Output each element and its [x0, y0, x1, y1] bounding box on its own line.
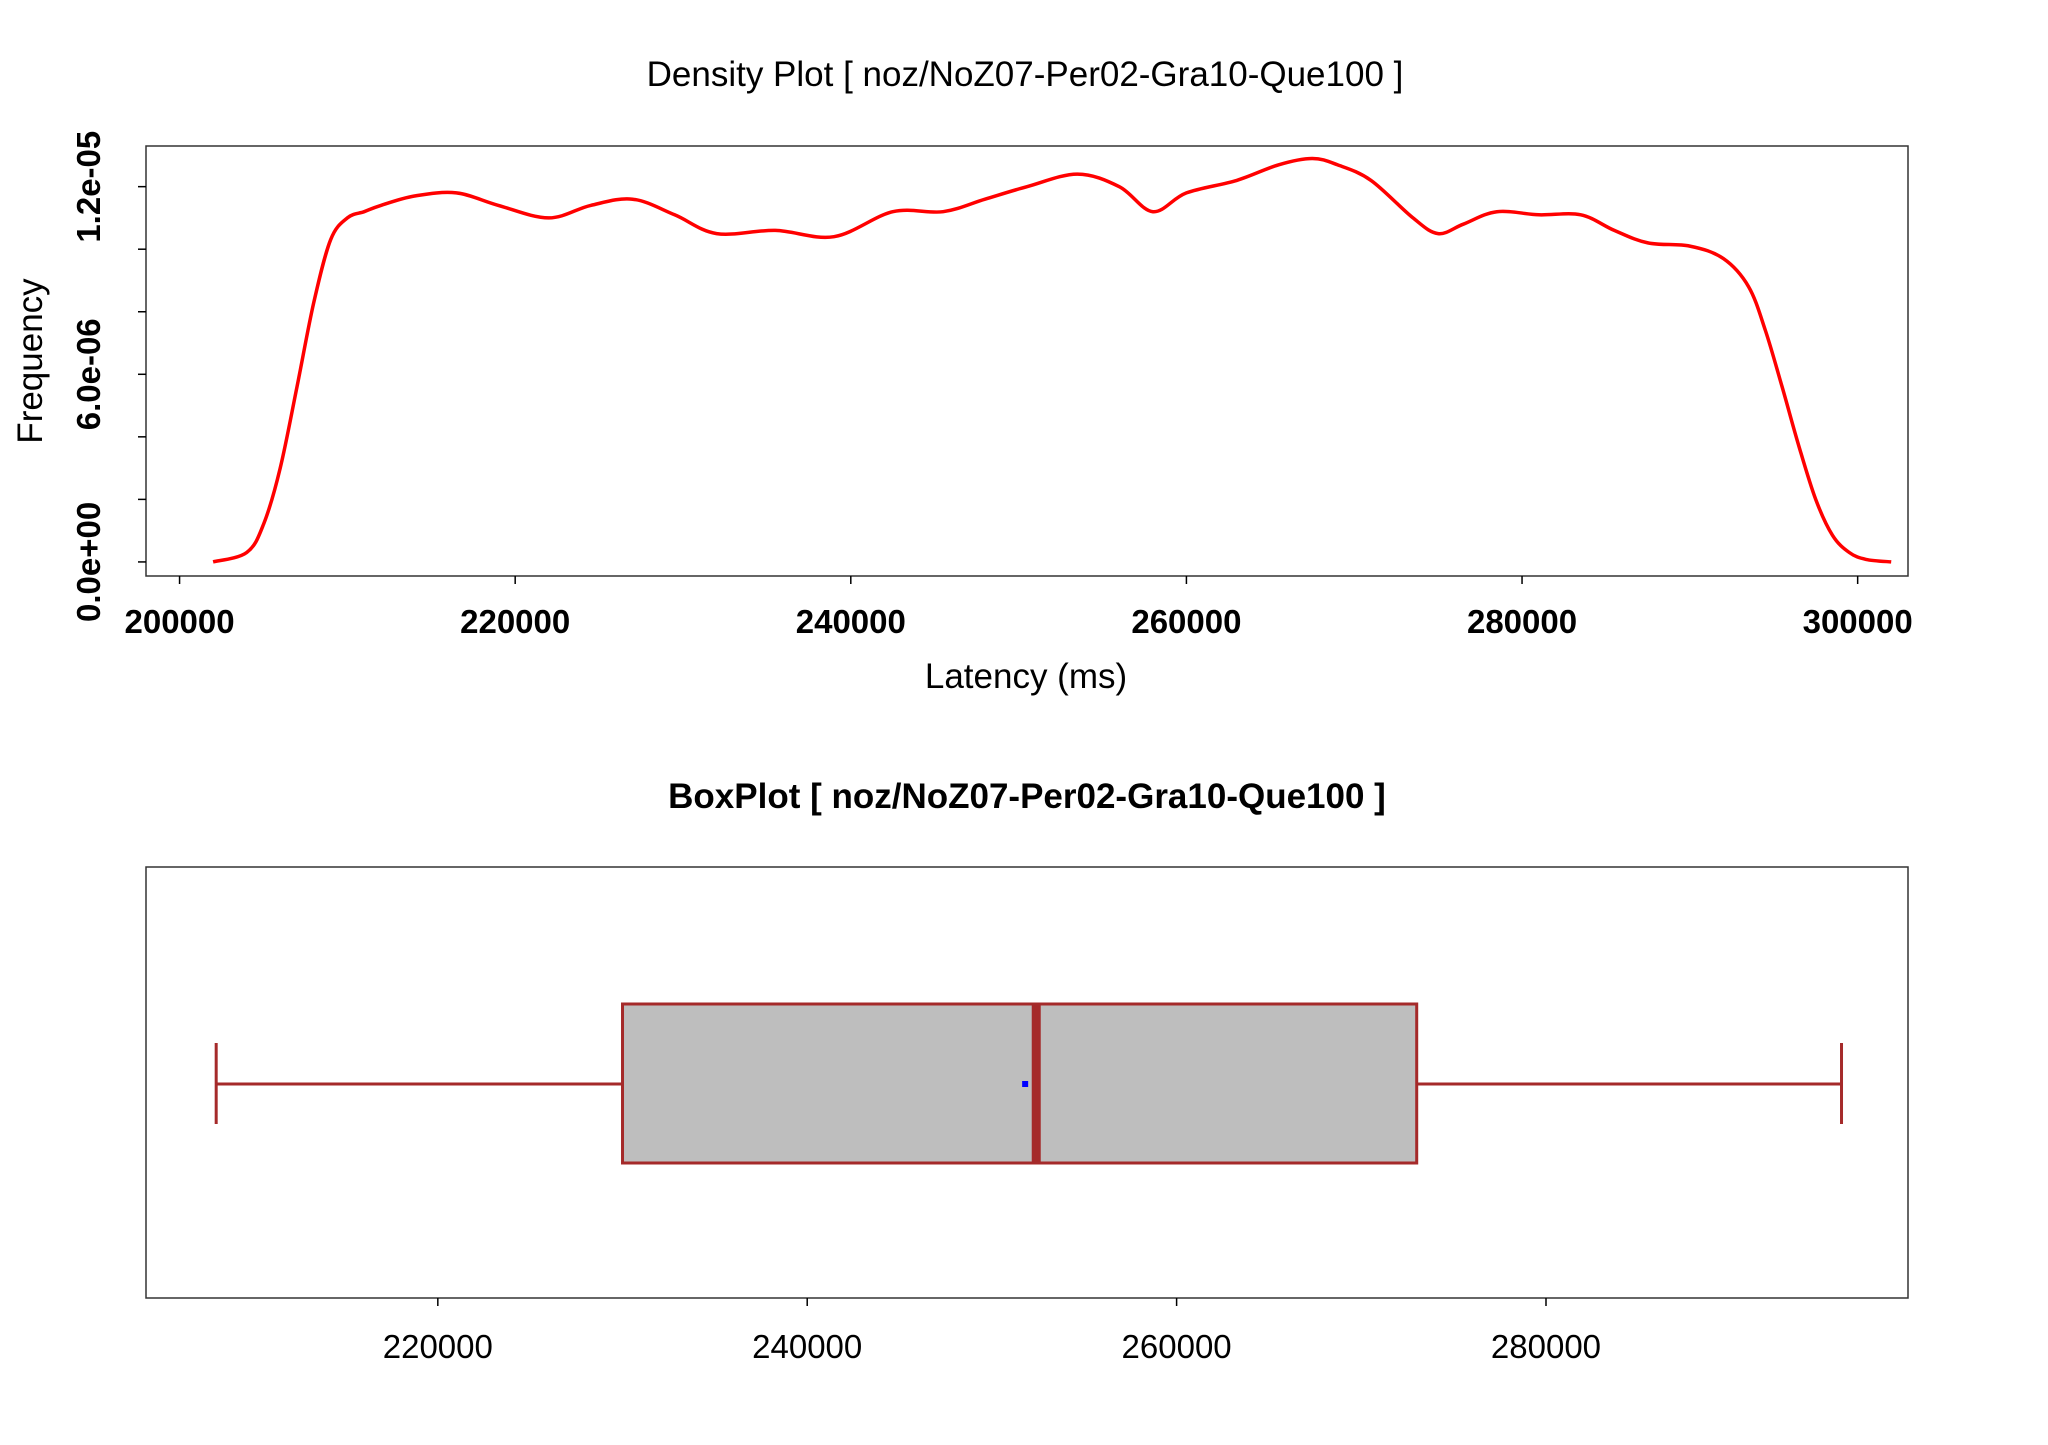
- box-x-tick-label: 260000: [1122, 1328, 1232, 1365]
- density-x-tick-label: 220000: [460, 603, 570, 640]
- box-frame: [145, 866, 1909, 1299]
- density-y-tick-label: 6.0e-06: [70, 318, 107, 430]
- box-panel: BoxPlot [ noz/NoZ07-Per02-Gra10-Que100 ]…: [145, 777, 1909, 1365]
- box-marks: [214, 1002, 1844, 1165]
- density-x-tick-label: 300000: [1803, 603, 1913, 640]
- density-panel: Density Plot [ noz/NoZ07-Per02-Gra10-Que…: [11, 55, 1913, 696]
- density-x-tick-label: 280000: [1467, 603, 1577, 640]
- density-x-axis-label: Latency (ms): [925, 657, 1127, 696]
- box-iqr: [621, 1002, 1419, 1165]
- box-x-tick-label: 220000: [383, 1328, 493, 1365]
- density-x-tick-label: 260000: [1131, 603, 1241, 640]
- density-x-tick-label: 200000: [124, 603, 234, 640]
- density-y-tick-label: 1.2e-05: [70, 131, 107, 243]
- box-x-tick-label: 240000: [752, 1328, 862, 1365]
- density-title: Density Plot [ noz/NoZ07-Per02-Gra10-Que…: [647, 55, 1404, 94]
- density-x-ticks: 200000 220000 240000 260000 280000 300000: [124, 576, 1913, 640]
- box-x-ticks: 220000 240000 260000 280000: [383, 1298, 1601, 1365]
- density-series-line: [212, 156, 1892, 564]
- density-y-ticks: 0.0e+00 6.0e-06 1.2e-05: [70, 131, 146, 622]
- density-frame: [145, 145, 1909, 577]
- density-y-tick-label: 0.0e+00: [70, 502, 107, 622]
- box-x-tick-label: 280000: [1491, 1328, 1601, 1365]
- density-y-axis-label: Frequency: [11, 278, 50, 444]
- box-title: BoxPlot [ noz/NoZ07-Per02-Gra10-Que100 ]: [668, 777, 1386, 816]
- density-x-tick-label: 240000: [796, 603, 906, 640]
- box-mean-marker: [1022, 1081, 1029, 1087]
